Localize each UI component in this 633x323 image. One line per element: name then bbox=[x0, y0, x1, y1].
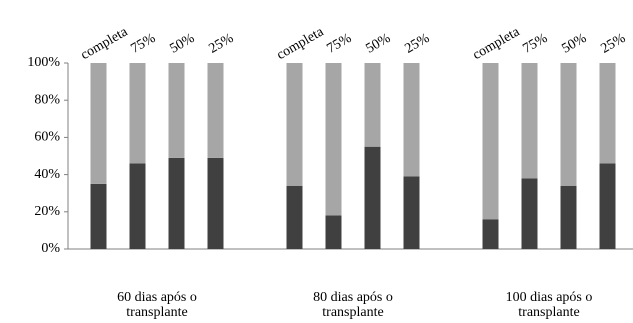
bar-segment bbox=[521, 63, 538, 179]
bar-label: 75% bbox=[520, 31, 550, 57]
bar-segment bbox=[599, 63, 616, 164]
bar-label: completa bbox=[274, 24, 327, 63]
group-label: transplante bbox=[322, 305, 383, 320]
bar-segment bbox=[560, 185, 577, 249]
bar-segment bbox=[90, 183, 107, 249]
bar-segment bbox=[364, 146, 381, 249]
bar-segment bbox=[129, 163, 146, 249]
group-label: 100 dias após o bbox=[506, 290, 593, 305]
bar-segment bbox=[521, 178, 538, 249]
bar-label: 75% bbox=[128, 31, 158, 57]
bar-label: 50% bbox=[167, 31, 197, 57]
bar-segment bbox=[286, 63, 303, 186]
y-tick-label: 60% bbox=[34, 130, 60, 145]
y-tick-label: 20% bbox=[34, 204, 60, 219]
bar-label: completa bbox=[470, 24, 523, 63]
bar-label: 25% bbox=[402, 31, 432, 57]
bar-segment bbox=[90, 63, 107, 184]
bar-label: 25% bbox=[206, 31, 236, 57]
bar-segment bbox=[325, 63, 342, 216]
bar-segment bbox=[482, 219, 499, 249]
y-tick-label: 100% bbox=[27, 55, 60, 70]
group-label: transplante bbox=[518, 305, 579, 320]
bar-segment bbox=[168, 63, 185, 158]
bar-label: 25% bbox=[598, 31, 628, 57]
group-label: transplante bbox=[126, 305, 187, 320]
bar-segment bbox=[599, 163, 616, 249]
group-label: 80 dias após o bbox=[313, 290, 393, 305]
bar-segment bbox=[403, 63, 420, 177]
y-tick-label: 0% bbox=[41, 241, 60, 256]
bar-label: 50% bbox=[559, 31, 589, 57]
y-tick-label: 40% bbox=[34, 167, 60, 182]
bar-segment bbox=[482, 63, 499, 220]
bar-segment bbox=[207, 63, 224, 158]
bar-label: completa bbox=[78, 24, 131, 63]
bar-segment bbox=[364, 63, 381, 147]
bar-segment bbox=[403, 176, 420, 249]
bar-segment bbox=[325, 215, 342, 249]
bar-segment bbox=[129, 63, 146, 164]
bar-segment bbox=[286, 185, 303, 249]
bar-segment bbox=[560, 63, 577, 186]
group-label: 60 dias após o bbox=[117, 290, 197, 305]
bar-segment bbox=[168, 157, 185, 249]
bar-segment bbox=[207, 157, 224, 249]
y-tick-label: 80% bbox=[34, 92, 60, 107]
bar-label: 50% bbox=[363, 31, 393, 57]
bar-label: 75% bbox=[324, 31, 354, 57]
